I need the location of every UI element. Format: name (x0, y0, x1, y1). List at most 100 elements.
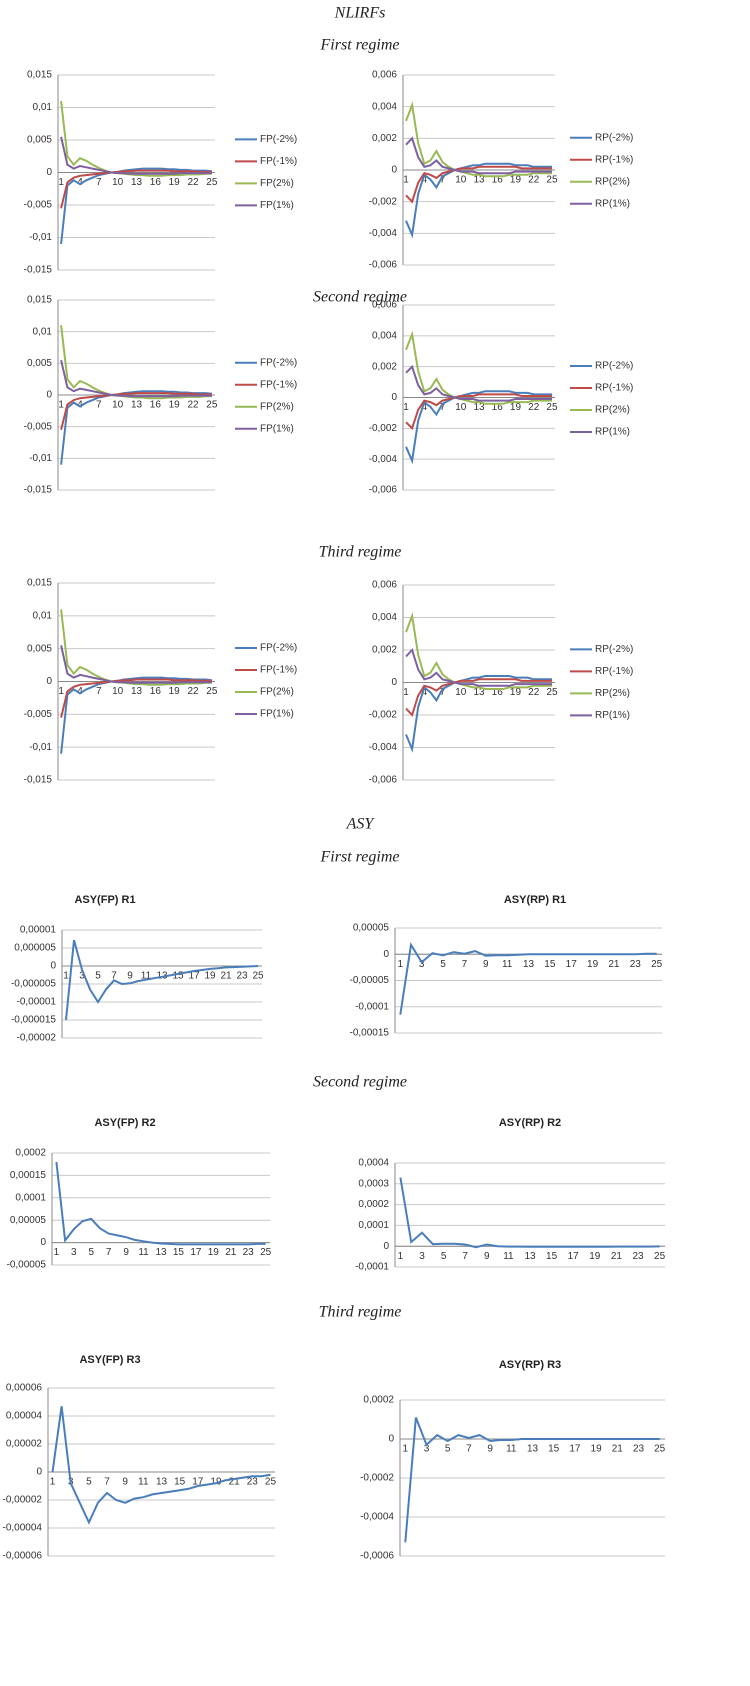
legend-label: RP(1%) (595, 198, 630, 209)
x-tick-label: 15 (548, 1444, 560, 1455)
x-tick-label: 16 (492, 687, 504, 698)
y-tick-label: 0 (391, 165, 397, 176)
y-tick-label: 0,00006 (6, 1383, 43, 1394)
chart-title: ASY(RP) R1 (504, 894, 566, 906)
x-tick-label: 22 (528, 402, 540, 413)
legend-label: FP(-1%) (260, 665, 297, 676)
y-tick-label: -0,01 (29, 232, 52, 243)
y-tick-label: -0,0001 (355, 1001, 389, 1012)
x-tick-label: 7 (96, 686, 102, 697)
y-tick-label: 0 (388, 1434, 394, 1445)
y-tick-label: 0,006 (372, 70, 397, 81)
legend-label: FP(-2%) (260, 134, 297, 145)
x-tick-label: 1 (54, 1247, 60, 1258)
x-tick-label: 1 (58, 177, 64, 188)
x-tick-label: 15 (173, 1247, 185, 1258)
x-tick-label: 9 (123, 1247, 129, 1258)
x-tick-label: 15 (546, 1251, 558, 1262)
data-line (405, 678, 552, 717)
x-tick-label: 10 (455, 175, 467, 186)
y-tick-label: -0,000005 (11, 979, 56, 990)
regime-heading: First regime (320, 849, 400, 866)
y-tick-label: -0,004 (369, 454, 398, 465)
x-tick-label: 3 (419, 1251, 425, 1262)
y-tick-label: -0,015 (24, 775, 53, 786)
x-tick-label: 19 (587, 959, 599, 970)
x-tick-label: 3 (419, 959, 425, 970)
data-line (60, 136, 212, 175)
data-line (405, 165, 552, 204)
y-tick-label: 0,0002 (363, 1395, 394, 1406)
x-tick-label: 17 (190, 1247, 202, 1258)
y-tick-label: 0 (383, 1241, 389, 1252)
x-tick-label: 25 (260, 1247, 272, 1258)
chart-title: ASY(FP) R3 (79, 1354, 140, 1366)
legend-label: RP(-1%) (595, 154, 633, 165)
y-tick-label: 0,004 (372, 612, 397, 623)
y-tick-label: 0,01 (33, 326, 53, 337)
x-tick-label: 15 (172, 971, 184, 982)
legend-label: RP(-1%) (595, 383, 633, 394)
y-tick-label: -0,00005 (350, 975, 390, 986)
x-tick-label: 1 (398, 1251, 404, 1262)
x-tick-label: 19 (169, 400, 181, 411)
x-tick-label: 5 (86, 1477, 92, 1488)
regime-heading: Third regime (319, 1304, 402, 1321)
y-tick-label: -0,005 (24, 200, 53, 211)
x-tick-label: 21 (220, 971, 232, 982)
y-tick-label: -0,002 (369, 196, 398, 207)
x-tick-label: 7 (440, 402, 446, 413)
x-tick-label: 19 (591, 1444, 603, 1455)
y-tick-label: 0,0002 (15, 1148, 46, 1159)
x-tick-label: 5 (88, 1247, 94, 1258)
y-tick-label: 0 (391, 392, 397, 403)
x-tick-label: 7 (462, 1251, 468, 1262)
y-tick-label: -0,00004 (3, 1523, 43, 1534)
x-tick-label: 1 (58, 400, 64, 411)
data-line (60, 678, 212, 718)
y-tick-label: 0,015 (27, 578, 52, 589)
data-line (60, 167, 212, 245)
x-tick-label: 1 (58, 686, 64, 697)
y-tick-label: 0,002 (372, 645, 397, 656)
y-tick-label: -0,00002 (3, 1495, 43, 1506)
x-tick-label: 22 (528, 175, 540, 186)
x-tick-label: 17 (568, 1251, 580, 1262)
legend-label: FP(1%) (260, 200, 294, 211)
x-tick-label: 21 (225, 1247, 237, 1258)
chart-title: ASY(FP) R1 (74, 894, 135, 906)
x-tick-label: 25 (546, 402, 558, 413)
x-tick-label: 3 (71, 1247, 77, 1258)
y-tick-label: 0 (50, 961, 56, 972)
x-tick-label: 13 (527, 1444, 539, 1455)
x-tick-label: 9 (487, 1444, 493, 1455)
x-tick-label: 17 (566, 959, 578, 970)
x-tick-label: 9 (127, 971, 133, 982)
y-tick-label: 0,00004 (6, 1411, 43, 1422)
x-tick-label: 25 (252, 971, 264, 982)
x-tick-label: 25 (206, 400, 218, 411)
data-line (405, 162, 552, 239)
x-tick-label: 19 (510, 687, 522, 698)
y-tick-label: -0,00006 (3, 1551, 43, 1562)
x-tick-label: 23 (630, 959, 642, 970)
x-tick-label: 3 (79, 971, 85, 982)
x-tick-label: 11 (503, 1251, 514, 1262)
data-line (399, 941, 657, 1015)
x-tick-label: 5 (440, 959, 446, 970)
regime-heading: Third regime (319, 544, 402, 561)
y-tick-label: 0,015 (27, 70, 52, 81)
x-tick-label: 19 (510, 175, 522, 186)
x-tick-label: 21 (612, 1444, 624, 1455)
legend-label: RP(-1%) (595, 666, 633, 677)
x-tick-label: 1 (63, 971, 69, 982)
y-tick-label: -0,006 (369, 775, 398, 786)
x-tick-label: 13 (131, 177, 143, 188)
y-tick-label: -0,004 (369, 228, 398, 239)
regime-heading: First regime (320, 37, 400, 54)
y-tick-label: 0 (46, 390, 52, 401)
x-tick-label: 4 (421, 402, 427, 413)
legend-label: RP(2%) (595, 688, 630, 699)
data-line (51, 1406, 271, 1525)
x-tick-label: 7 (96, 400, 102, 411)
